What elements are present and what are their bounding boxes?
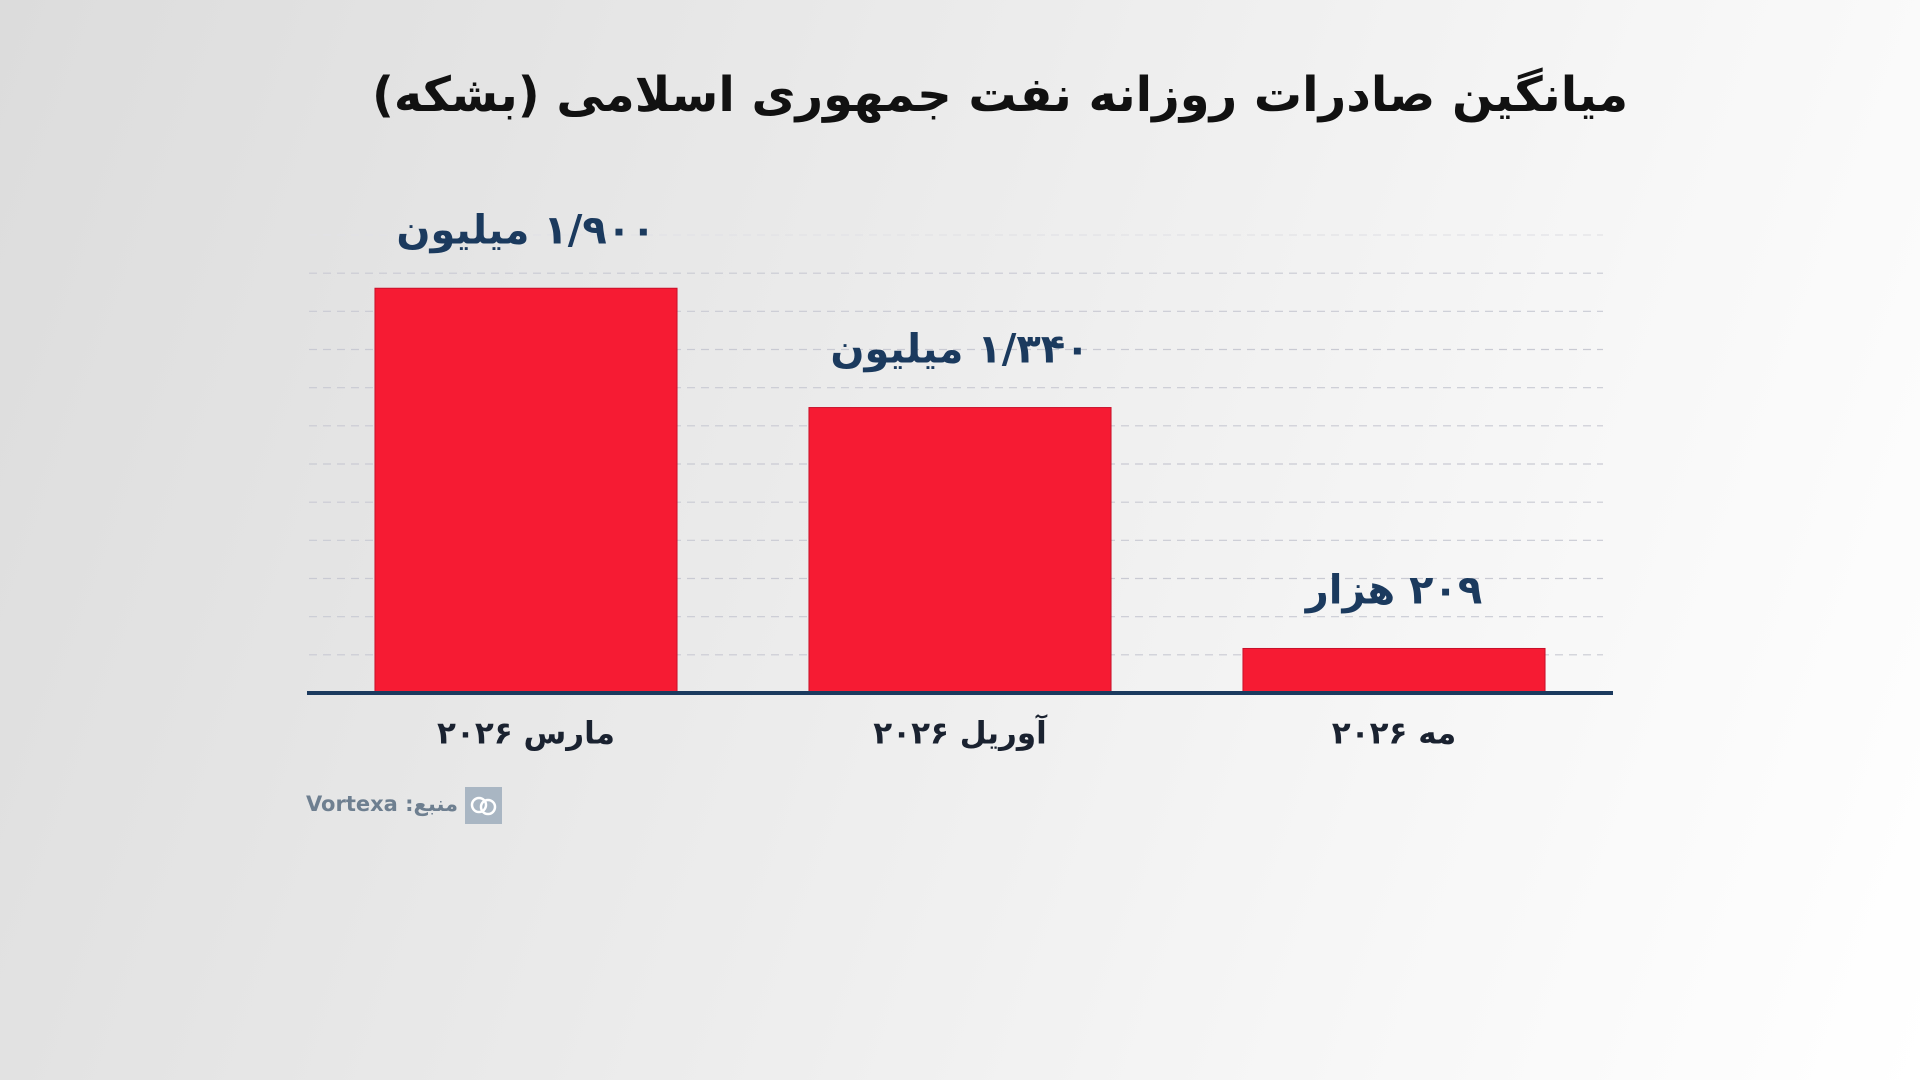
- value-label: ۱/۹۰۰ میلیون: [396, 207, 655, 253]
- bar: [1242, 647, 1546, 694]
- source-icon-ring: [470, 796, 488, 814]
- chart-title: میانگین صادرات روزانه نفت جمهوری اسلامی …: [372, 67, 1628, 123]
- source-icon: [465, 787, 502, 824]
- x-tick-label: مارس ۲۰۲۶: [437, 716, 615, 752]
- bar: [374, 287, 678, 694]
- x-tick-label: مه ۲۰۲۶: [1332, 716, 1456, 752]
- value-label: ۱/۳۴۰ میلیون: [830, 327, 1089, 373]
- x-tick-label: آوریل ۲۰۲۶: [873, 714, 1048, 752]
- bar: [808, 407, 1112, 694]
- value-label: ۲۰۹ هزار: [1304, 567, 1483, 613]
- source: منبع: Vortexa: [306, 792, 458, 816]
- source-icon-ring: [479, 798, 497, 816]
